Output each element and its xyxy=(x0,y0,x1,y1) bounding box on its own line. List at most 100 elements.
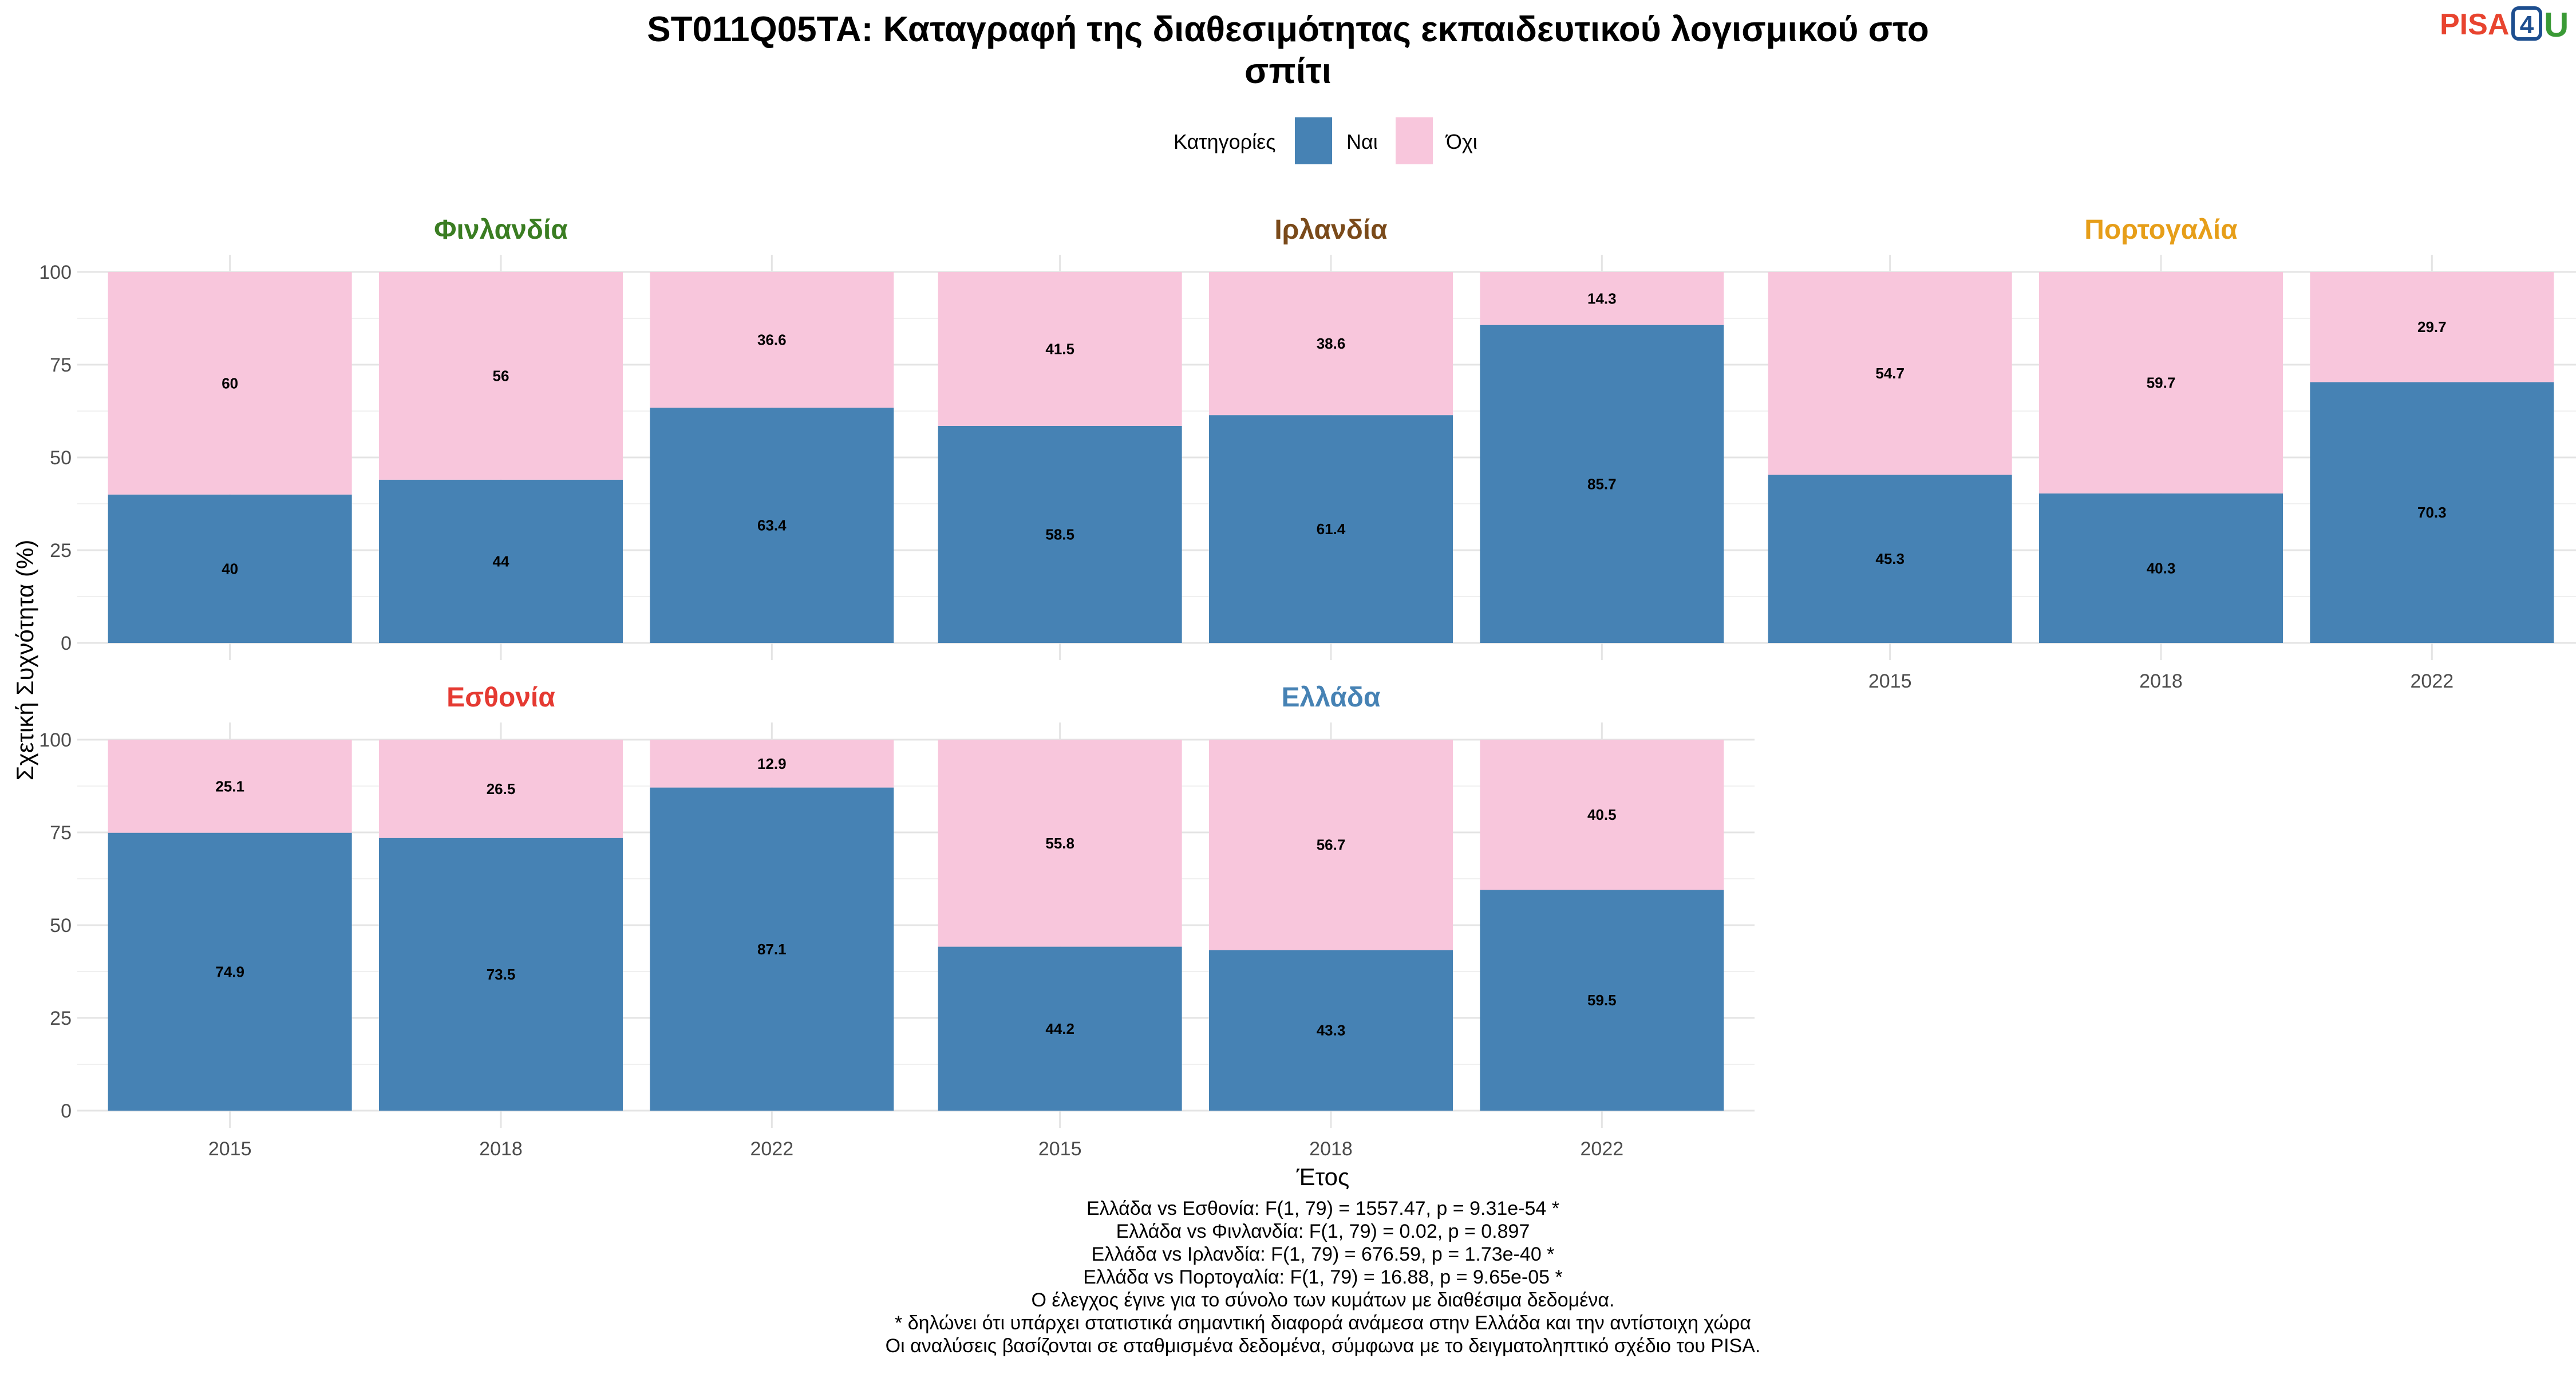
y-tick-label: 75 xyxy=(50,354,72,376)
footnote-line: Ελλάδα vs Φινλανδία: F(1, 79) = 0.02, p … xyxy=(1116,1221,1530,1242)
y-axis-title: Σχετική Συχνότητα (%) xyxy=(11,540,38,781)
bar-yes xyxy=(1209,415,1453,643)
chart-title-line2: σπίτι xyxy=(1244,52,1332,91)
bar-no xyxy=(379,740,623,838)
facet-title: Εσθονία xyxy=(447,682,555,713)
footnote-line: Ο έλεγχος έγινε για το σύνολο των κυμάτω… xyxy=(1032,1289,1615,1311)
bar-value-label: 56.7 xyxy=(1317,836,1346,854)
legend: Κατηγορίες Ναι Όχι xyxy=(1174,117,1477,164)
bar-no xyxy=(1480,740,1724,890)
bar-value-label: 40.3 xyxy=(2147,559,2176,577)
bar-value-label: 12.9 xyxy=(757,755,787,772)
bar-value-label: 61.4 xyxy=(1317,520,1346,538)
bar-value-label: 74.9 xyxy=(215,963,244,980)
bar-value-label: 56 xyxy=(493,367,509,384)
x-tick-label: 2015 xyxy=(208,1138,252,1160)
bar-value-label: 40 xyxy=(222,560,238,577)
bar-yes xyxy=(1209,950,1453,1111)
bar-value-label: 63.4 xyxy=(757,517,787,534)
x-tick-label: 2018 xyxy=(1309,1138,1353,1160)
y-tick-label: 100 xyxy=(39,262,72,283)
bar-yes xyxy=(1768,475,2012,643)
footnote-line: Οι αναλύσεις βασίζονται σε σταθμισμένα δ… xyxy=(886,1335,1761,1357)
footnote-line: Ελλάδα vs Εσθονία: F(1, 79) = 1557.47, p… xyxy=(1086,1198,1559,1219)
bar-value-label: 59.7 xyxy=(2147,374,2176,391)
bar-value-label: 14.3 xyxy=(1587,290,1617,307)
x-tick-label: 2018 xyxy=(2139,670,2183,692)
footnote-line: Ελλάδα vs Πορτογαλία: F(1, 79) = 16.88, … xyxy=(1083,1266,1563,1288)
bar-value-label: 59.5 xyxy=(1587,992,1617,1009)
logo-letter: U xyxy=(2544,6,2569,44)
bar-no xyxy=(1209,272,1453,416)
y-tick-label: 25 xyxy=(50,1008,72,1029)
x-tick-label: 2015 xyxy=(1038,1138,1082,1160)
bar-yes xyxy=(108,494,352,643)
bar-no xyxy=(108,740,352,833)
bar-yes xyxy=(650,408,894,643)
panel-1: Φινλανδία 0 25 50 75 100 40 60 44 56 63.4 36.6 xyxy=(39,215,924,660)
bar-value-label: 73.5 xyxy=(487,966,516,983)
legend-swatch-yes xyxy=(1295,117,1332,164)
bar-value-label: 60 xyxy=(222,374,238,392)
bar-no xyxy=(1209,740,1453,950)
legend-swatch-no xyxy=(1396,117,1433,164)
bar-value-label: 43.3 xyxy=(1317,1022,1346,1039)
bar-no xyxy=(650,740,894,788)
y-tick-label: 0 xyxy=(61,633,72,654)
y-tick-label: 50 xyxy=(50,915,72,937)
panel-4: Εσθονία 0 25 50 75 100 74.9 25.1 73.5 26.5 87.1 12.… xyxy=(39,682,924,1160)
footnote-line: * δηλώνει ότι υπάρχει στατιστικά σημαντι… xyxy=(895,1312,1751,1334)
bar-value-label: 25.1 xyxy=(215,777,244,795)
bar-value-label: 70.3 xyxy=(2417,504,2447,521)
bar-value-label: 58.5 xyxy=(1045,526,1074,543)
bar-yes xyxy=(650,787,894,1111)
bar-value-label: 85.7 xyxy=(1587,475,1617,492)
logo-text: PISA xyxy=(2440,8,2509,41)
bar-no xyxy=(2310,272,2554,382)
bar-value-label: 40.5 xyxy=(1587,806,1617,823)
bar-no xyxy=(650,272,894,408)
legend-title: Κατηγορίες xyxy=(1174,130,1276,153)
facet-title: Πορτογαλία xyxy=(2084,215,2238,245)
bar-yes xyxy=(2039,493,2283,643)
y-tick-label: 100 xyxy=(39,729,72,751)
y-tick-label: 0 xyxy=(61,1100,72,1122)
x-tick-label: 2018 xyxy=(479,1138,523,1160)
footnote-line: Ελλάδα vs Ιρλανδία: F(1, 79) = 676.59, p… xyxy=(1092,1243,1555,1265)
y-tick-label: 75 xyxy=(50,822,72,844)
bar-value-label: 54.7 xyxy=(1875,365,1905,382)
bar-yes xyxy=(108,832,352,1111)
bar-yes xyxy=(379,479,623,643)
chart-title-line1: ST011Q05TA: Καταγραφή της διαθεσιμότητας… xyxy=(647,10,1929,49)
bar-value-label: 55.8 xyxy=(1045,835,1074,852)
panel-2: Ιρλανδία 58.5 41.5 61.4 38.6 85.7 14.3 xyxy=(907,215,1755,660)
footnotes: Ελλάδα vs Εσθονία: F(1, 79) = 1557.47, p… xyxy=(886,1198,1761,1357)
bar-value-label: 45.3 xyxy=(1875,550,1905,567)
x-tick-label: 2022 xyxy=(2411,670,2454,692)
panel-3: Πορτογαλία 45.3 54.7 40.3 59.7 70.3 29.7 2015 20… xyxy=(1737,215,2576,692)
bar-yes xyxy=(1480,325,1724,643)
x-tick-label: 2022 xyxy=(750,1138,794,1160)
bar-yes xyxy=(938,425,1182,643)
bar-value-label: 29.7 xyxy=(2417,318,2447,335)
panel-5: Ελλάδα 44.2 55.8 43.3 56.7 59.5 40.5 2015 2018 20… xyxy=(907,682,1755,1160)
logo-digit: 4 xyxy=(2520,11,2534,39)
pisa4u-logo: PISA 4 U xyxy=(2440,6,2569,44)
bar-no xyxy=(1480,272,1724,325)
bar-value-label: 44.2 xyxy=(1045,1020,1074,1037)
facet-title: Ιρλανδία xyxy=(1274,215,1388,245)
bar-yes xyxy=(938,946,1182,1111)
bar-yes xyxy=(2310,382,2554,643)
x-axis-title: Έτος xyxy=(1296,1163,1350,1190)
bar-no xyxy=(2039,272,2283,493)
legend-label-yes: Ναι xyxy=(1346,130,1378,153)
bar-no xyxy=(938,740,1182,947)
logo-digit-box xyxy=(2511,6,2542,41)
x-tick-label: 2015 xyxy=(1868,670,1912,692)
facet-title: Ελλάδα xyxy=(1282,682,1381,713)
bar-value-label: 38.6 xyxy=(1317,335,1346,352)
bar-yes xyxy=(1480,890,1724,1111)
bar-value-label: 36.6 xyxy=(757,331,787,349)
bar-value-label: 87.1 xyxy=(757,941,787,958)
